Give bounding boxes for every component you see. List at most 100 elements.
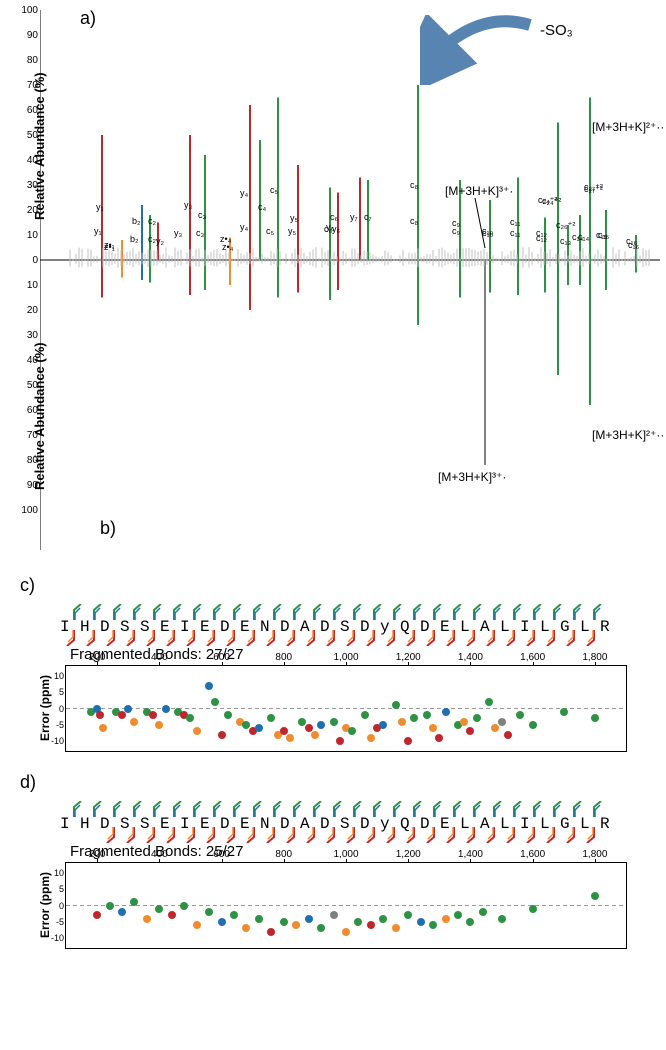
error-point	[560, 708, 568, 716]
ion-label-bot-2: [M+3H+K]²⁺··	[592, 428, 664, 442]
error-point	[516, 711, 524, 719]
error-point	[317, 721, 325, 729]
error-point	[379, 915, 387, 923]
peak-label: y₁	[94, 226, 102, 236]
error-point	[361, 711, 369, 719]
error-point	[442, 708, 450, 716]
error-point	[330, 718, 338, 726]
error-point	[336, 737, 344, 745]
peak-label: c₅	[270, 185, 278, 195]
error-point	[498, 718, 506, 726]
error-point	[410, 714, 418, 722]
peak-label: c₃	[198, 210, 206, 220]
error-point	[479, 908, 487, 916]
error-point	[124, 705, 132, 713]
error-point	[529, 905, 537, 913]
error-point	[168, 911, 176, 919]
leader-line-icon	[470, 198, 490, 248]
error-plot-d: Error (ppm) -10-505102004006008001,0001,…	[65, 862, 627, 949]
error-point	[498, 915, 506, 923]
panel-d-label: d)	[20, 772, 36, 792]
so3-label: -SO₃	[540, 22, 573, 39]
peak-label: z•₄	[220, 234, 231, 244]
error-point	[429, 921, 437, 929]
error-point	[367, 921, 375, 929]
error-point	[130, 898, 138, 906]
error-point	[218, 731, 226, 739]
error-point	[454, 911, 462, 919]
peak-label: c₉	[452, 226, 460, 236]
ion-label-top-2: [M+3H+K]²⁺··	[592, 120, 664, 134]
peak-label: c₆	[330, 212, 338, 222]
peak-label: c₇	[364, 212, 372, 222]
error-point	[485, 698, 493, 706]
error-point	[155, 721, 163, 729]
peak-label: c₁₂	[536, 228, 547, 238]
panel-b-label: b)	[100, 518, 116, 539]
peak-label: c₂₄⁺²	[542, 196, 561, 207]
error-point	[423, 711, 431, 719]
error-point	[404, 737, 412, 745]
error-point	[398, 718, 406, 726]
error-point	[267, 714, 275, 722]
peak-label: c₂₆⁺²	[556, 220, 575, 231]
error-point	[392, 701, 400, 709]
error-point	[591, 714, 599, 722]
error-point	[205, 682, 213, 690]
peak-label: y₅	[288, 226, 296, 236]
peak-label: b₂	[130, 234, 139, 244]
peak-label: c₆	[324, 224, 332, 234]
peak-label: y₂	[156, 236, 164, 246]
peak-label: c₂	[148, 234, 156, 244]
error-point	[99, 724, 107, 732]
error-point	[342, 928, 350, 936]
error-point	[442, 915, 450, 923]
peak-label: y₆	[332, 224, 340, 234]
error-point	[379, 721, 387, 729]
error-point	[311, 731, 319, 739]
error-point	[211, 698, 219, 706]
error-point	[466, 918, 474, 926]
peak-label: c₁₅	[596, 230, 607, 240]
ion-label-bot-3: [M+3H+K]³⁺·	[438, 470, 506, 484]
error-point	[93, 911, 101, 919]
error-point	[218, 918, 226, 926]
peak-label: y₅	[290, 213, 298, 223]
error-point	[255, 724, 263, 732]
error-point	[305, 915, 313, 923]
error-point	[404, 911, 412, 919]
error-point	[280, 918, 288, 926]
peak-label: y₃	[174, 228, 182, 238]
error-point	[317, 924, 325, 932]
error-point	[267, 928, 275, 936]
peak-label: y₃	[184, 200, 192, 210]
error-point	[348, 727, 356, 735]
peak-label: y₇	[350, 212, 358, 222]
peak-label: y₁	[96, 202, 104, 212]
error-point	[118, 908, 126, 916]
peak-label: c₁₆	[626, 236, 637, 246]
spectrum-mirror-plot: a) Relative Abundance (%) Relative Abund…	[40, 10, 660, 550]
peak-label: c₅	[266, 226, 274, 236]
error-point	[460, 718, 468, 726]
error-point	[118, 711, 126, 719]
sequence-d: IHDSSEIEDENDADSDyQDELALILGLR	[60, 801, 666, 843]
error-point	[330, 911, 338, 919]
error-point	[230, 911, 238, 919]
error-point	[491, 724, 499, 732]
peak-label: z•₁	[104, 240, 115, 250]
error-point	[504, 731, 512, 739]
peak-label: y₄	[240, 188, 248, 198]
error-point	[286, 734, 294, 742]
error-point	[193, 921, 201, 929]
error-point	[162, 705, 170, 713]
error-point	[255, 915, 263, 923]
error-point	[367, 734, 375, 742]
ion-label-top-3: [M+3H+K]³⁺·	[445, 184, 513, 198]
error-point	[292, 921, 300, 929]
peak-label: c₁₄	[572, 232, 583, 242]
error-point	[466, 727, 474, 735]
error-point	[130, 718, 138, 726]
error-point	[149, 711, 157, 719]
error-point	[180, 902, 188, 910]
